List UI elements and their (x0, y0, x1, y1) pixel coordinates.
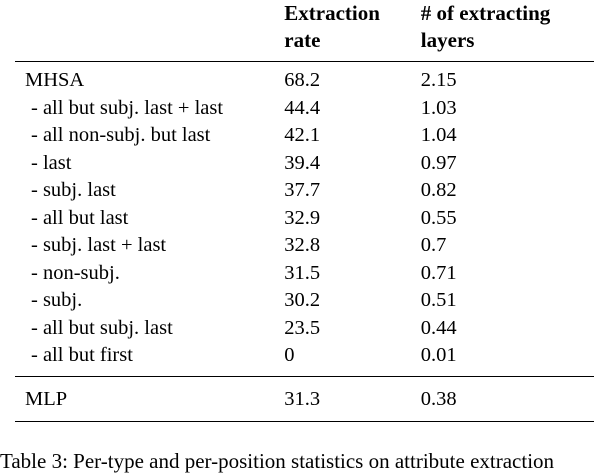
header-empty-cell (15, 0, 284, 62)
table-row: - all but subj. last 23.5 0.44 (15, 315, 594, 343)
table-row: - all non-subj. but last 42.1 1.04 (15, 122, 594, 150)
row-extraction-rate: 44.4 (284, 96, 321, 119)
extraction-table: Extraction rate # of extracting layers M… (15, 0, 594, 422)
header-extraction-rate-line2: rate (284, 28, 321, 52)
table-row: - all but subj. last + last 44.4 1.03 (15, 95, 594, 123)
mlp-section: MLP 31.3 0.38 (15, 376, 594, 421)
row-extraction-rate: 0 (284, 344, 295, 366)
table-row: - subj. 30.2 0.51 (15, 287, 594, 315)
row-extraction-rate: 31.3 (284, 387, 321, 410)
row-label: - all but last (31, 206, 129, 229)
row-extracting-layers: 0.7 (420, 234, 447, 256)
row-extraction-rate: 39.4 (284, 151, 321, 174)
row-label: - subj. (31, 289, 83, 311)
mhsa-section: MHSA 68.2 2.15 - all but subj. last + last 4… (15, 62, 594, 376)
row-label: MLP (25, 387, 68, 410)
header-row: Extraction rate # of extracting layers (15, 0, 594, 62)
table-row: - subj. last 37.7 0.82 (15, 177, 594, 205)
results-table-container: Extraction rate # of extracting layers M… (15, 0, 594, 422)
row-label: - all but subj. last + last (31, 96, 224, 119)
row-label: - last (31, 151, 72, 174)
row-extraction-rate: 68.2 (284, 69, 321, 91)
table-row: - last 39.4 0.97 (15, 150, 594, 178)
table-row: MLP 31.3 0.38 (15, 376, 594, 421)
row-extracting-layers: 0.97 (420, 151, 457, 174)
row-extracting-layers: 0.01 (420, 344, 457, 366)
row-label: - subj. last (31, 179, 116, 201)
table-caption: Table 3: Per-type and per-position stati… (0, 449, 555, 473)
row-extraction-rate: 31.5 (284, 261, 321, 284)
row-extracting-layers: 0.44 (420, 316, 457, 339)
row-label: - subj. last + last (31, 234, 167, 256)
header-extracting-layers: # of extracting layers (421, 0, 594, 62)
row-extracting-layers: 0.38 (420, 387, 457, 410)
header-extraction-rate: Extraction rate (284, 0, 421, 62)
row-label: - all but first (31, 344, 133, 366)
table-row: - subj. last + last 32.8 0.7 (15, 232, 594, 260)
table-row: - all but last 32.9 0.55 (15, 205, 594, 233)
row-extraction-rate: 23.5 (284, 316, 321, 339)
row-label: - all but subj. last (31, 316, 173, 339)
row-extracting-layers: 0.51 (420, 289, 457, 311)
row-label: - all non-subj. but last (31, 124, 211, 146)
header-extracting-layers-line2: layers (420, 28, 475, 52)
table-row: - non-subj. 31.5 0.71 (15, 260, 594, 288)
header-extraction-rate-line1: Extraction (284, 1, 380, 25)
row-extraction-rate: 32.8 (284, 234, 321, 256)
row-extracting-layers: 0.55 (420, 206, 457, 229)
row-extraction-rate: 30.2 (284, 289, 321, 311)
table-row: MHSA 68.2 2.15 (15, 62, 594, 95)
table-header: Extraction rate # of extracting layers (15, 0, 594, 62)
row-extraction-rate: 32.9 (284, 206, 321, 229)
row-extracting-layers: 0.71 (420, 261, 457, 284)
row-extraction-rate: 42.1 (284, 124, 321, 146)
table-row: - all but first 0 0.01 (15, 342, 594, 376)
header-extracting-layers-line1: # of extracting (420, 1, 551, 25)
row-extracting-layers: 1.03 (420, 96, 457, 119)
row-extraction-rate: 37.7 (284, 179, 321, 201)
row-extracting-layers: 2.15 (420, 69, 457, 91)
row-extracting-layers: 1.04 (420, 124, 457, 146)
row-label: - non-subj. (31, 261, 120, 284)
row-extracting-layers: 0.82 (420, 179, 457, 201)
row-label: MHSA (25, 69, 85, 91)
